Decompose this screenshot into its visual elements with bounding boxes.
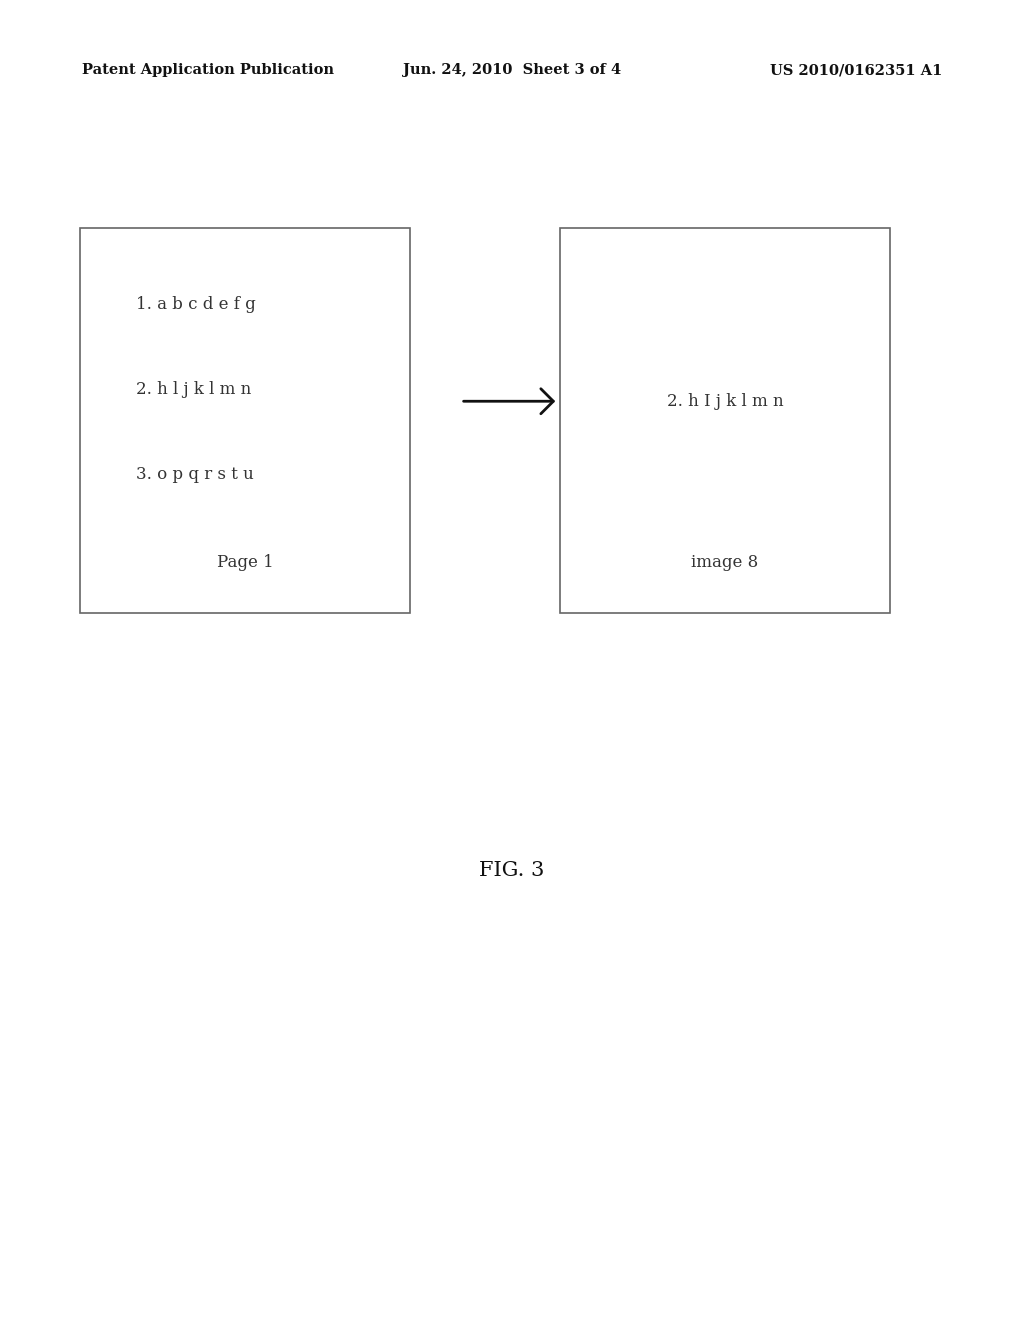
Text: Patent Application Publication: Patent Application Publication bbox=[82, 63, 334, 77]
Text: 1. a b c d e f g: 1. a b c d e f g bbox=[136, 297, 256, 313]
Text: FIG. 3: FIG. 3 bbox=[479, 861, 545, 879]
Bar bbox=[560, 228, 890, 612]
Text: US 2010/0162351 A1: US 2010/0162351 A1 bbox=[770, 63, 942, 77]
Text: Jun. 24, 2010  Sheet 3 of 4: Jun. 24, 2010 Sheet 3 of 4 bbox=[402, 63, 622, 77]
Text: Page 1: Page 1 bbox=[217, 554, 273, 572]
Bar bbox=[80, 228, 410, 612]
Text: 2. h l j k l m n: 2. h l j k l m n bbox=[136, 381, 252, 399]
Text: 2. h I j k l m n: 2. h I j k l m n bbox=[667, 393, 783, 409]
Text: image 8: image 8 bbox=[691, 554, 759, 572]
Text: 3. o p q r s t u: 3. o p q r s t u bbox=[136, 466, 254, 483]
